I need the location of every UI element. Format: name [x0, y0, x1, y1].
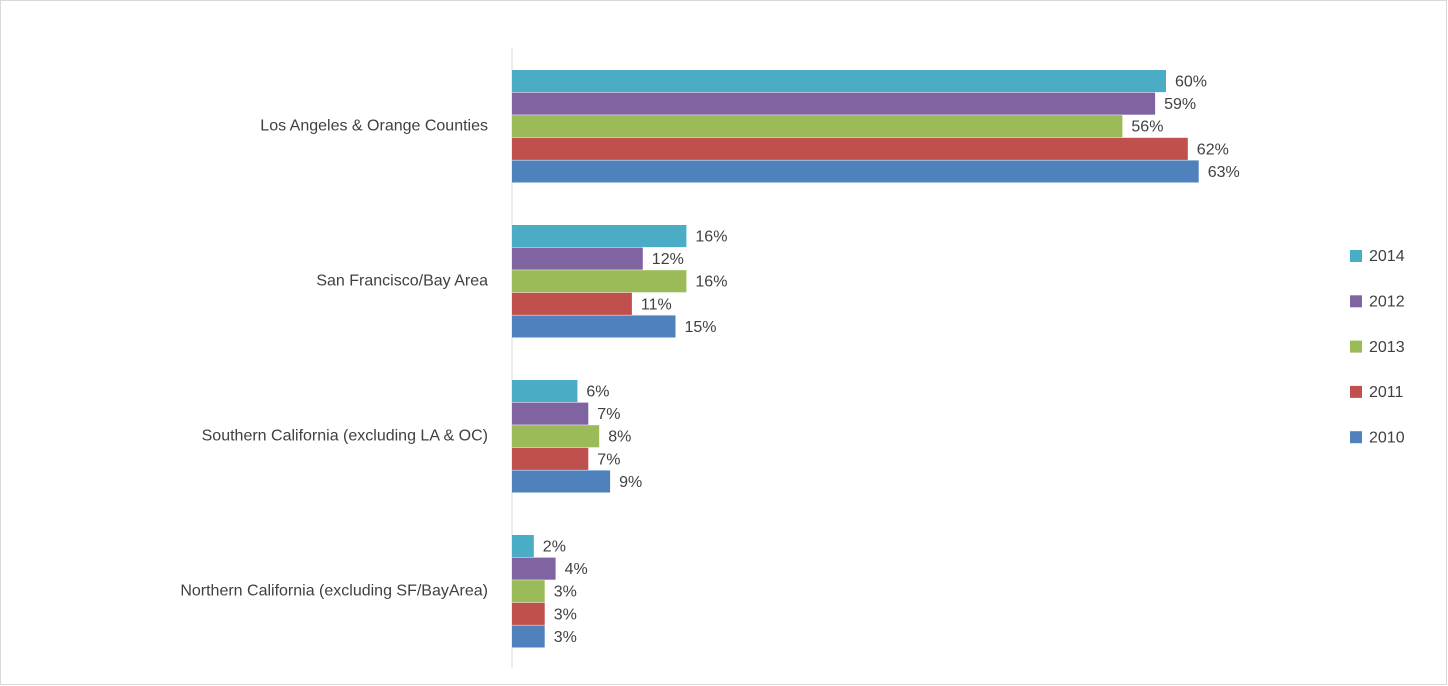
bar	[512, 292, 632, 315]
bar	[512, 402, 589, 425]
bar	[512, 602, 545, 625]
value-label: 4%	[565, 561, 588, 578]
bar	[512, 535, 534, 558]
bar	[512, 380, 578, 403]
value-label: 63%	[1208, 164, 1240, 181]
value-label: 60%	[1175, 74, 1207, 91]
value-label: 7%	[597, 451, 620, 468]
category-label: San Francisco/Bay Area	[316, 273, 488, 290]
bar	[512, 557, 556, 580]
bar	[512, 92, 1156, 115]
legend-label: 2012	[1369, 294, 1405, 311]
value-label: 7%	[597, 406, 620, 423]
value-label: 3%	[554, 584, 577, 601]
legend-label: 2011	[1369, 384, 1404, 401]
bar	[512, 470, 611, 493]
value-label: 59%	[1164, 96, 1196, 113]
value-label: 3%	[554, 629, 577, 646]
category-label: Northern California (excluding SF/BayAre…	[180, 583, 488, 600]
bar	[512, 137, 1188, 160]
value-label: 56%	[1131, 119, 1163, 136]
value-label: 15%	[685, 319, 717, 336]
bar	[512, 270, 687, 293]
value-label: 9%	[619, 474, 642, 491]
category-label: Los Angeles & Orange Counties	[260, 118, 488, 135]
value-label: 16%	[695, 274, 727, 291]
bar	[512, 160, 1199, 183]
bar	[512, 70, 1166, 93]
legend-label: 2014	[1369, 248, 1405, 265]
legend-label: 2013	[1369, 339, 1405, 356]
bar	[512, 225, 687, 248]
value-label: 2%	[543, 539, 566, 556]
value-label: 16%	[695, 229, 727, 246]
value-label: 11%	[641, 296, 672, 313]
value-label: 8%	[608, 429, 631, 446]
legend-swatch	[1350, 385, 1362, 398]
category-label: Southern California (excluding LA & OC)	[202, 428, 488, 445]
bar	[512, 625, 545, 648]
legend-swatch	[1350, 431, 1362, 444]
legend-swatch	[1350, 340, 1362, 353]
value-label: 3%	[554, 606, 577, 623]
legend-swatch	[1350, 250, 1362, 262]
value-label: 12%	[652, 251, 684, 268]
bar	[512, 447, 589, 470]
value-label: 62%	[1197, 141, 1229, 158]
bar	[512, 315, 676, 338]
legend-swatch	[1350, 295, 1362, 308]
bar	[512, 580, 545, 603]
legend-label: 2010	[1369, 429, 1405, 446]
value-label: 6%	[586, 384, 609, 401]
bar	[512, 425, 600, 448]
bar	[512, 115, 1123, 138]
bar	[512, 247, 643, 270]
